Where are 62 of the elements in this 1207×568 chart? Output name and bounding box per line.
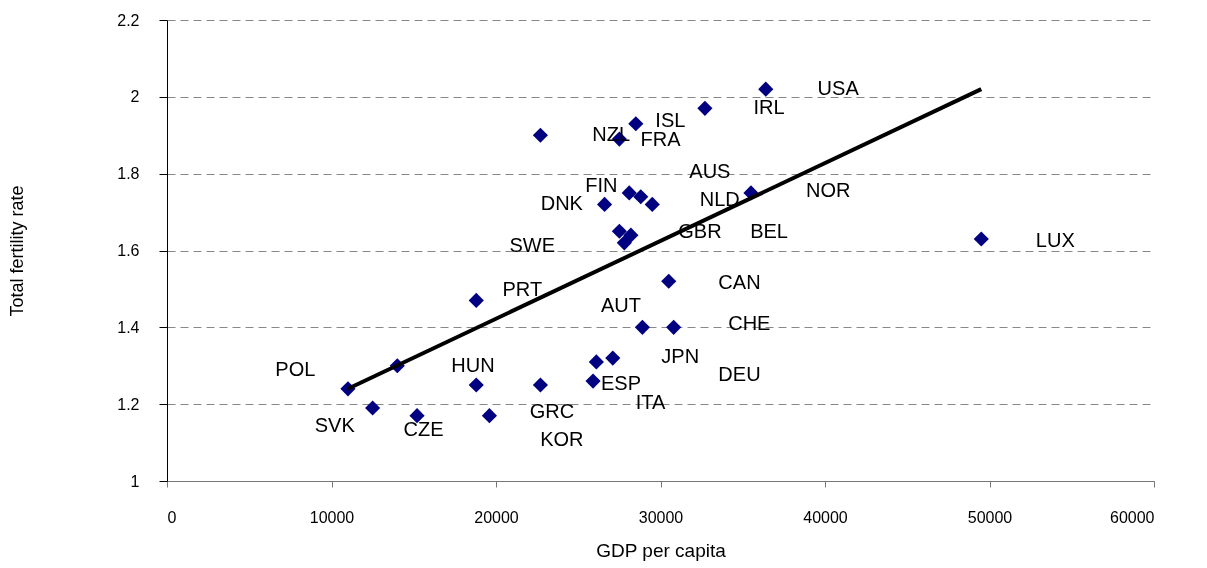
annotation: HUN xyxy=(451,353,495,376)
y-tick-label: 1.6 xyxy=(117,242,140,259)
annotation: NZL xyxy=(592,123,631,146)
y-tick-label: 1.4 xyxy=(117,318,140,336)
point xyxy=(481,408,497,424)
annotation: GRC xyxy=(529,399,575,422)
y-tick-label: 1.2 xyxy=(117,395,140,413)
x-tick-label: 50000 xyxy=(967,508,1013,526)
point xyxy=(616,235,632,251)
point xyxy=(605,350,621,366)
point xyxy=(621,185,637,201)
annotation: USA xyxy=(817,77,860,100)
annotation: NLD xyxy=(699,187,740,210)
annotation: CZE xyxy=(403,418,444,441)
annotation: SVK xyxy=(314,413,356,436)
point xyxy=(532,377,548,393)
point xyxy=(758,81,774,97)
x-tick-label: 30000 xyxy=(638,508,684,526)
point xyxy=(973,231,989,247)
y-tick-label: 1.8 xyxy=(117,165,140,183)
x-tick-label: 40000 xyxy=(803,508,848,526)
point xyxy=(633,189,649,205)
point xyxy=(532,127,548,143)
annotation: KOR xyxy=(540,427,584,450)
annotation: AUT xyxy=(601,293,642,316)
x-tick-label: 0 xyxy=(167,508,177,526)
point xyxy=(623,227,639,243)
x-tick-label: 20000 xyxy=(474,508,519,526)
annotation: CAN xyxy=(718,270,761,293)
point xyxy=(628,116,644,132)
point xyxy=(596,196,613,212)
point xyxy=(585,373,601,389)
point xyxy=(611,223,627,239)
point xyxy=(365,400,381,416)
y-axis-title: Total fertility rate xyxy=(7,185,28,317)
annotation: LUX xyxy=(1035,229,1075,252)
point xyxy=(666,319,682,335)
annotation: CHE xyxy=(728,312,771,335)
x-axis-title: GDP per capita xyxy=(596,539,727,561)
annotation: PRT xyxy=(502,277,543,300)
annotation: NOR xyxy=(806,178,851,201)
x-tick-label: 10000 xyxy=(309,508,355,526)
point xyxy=(697,100,713,116)
annotation: BEL xyxy=(750,220,788,243)
point xyxy=(634,319,650,335)
annotation: IRL xyxy=(753,95,785,118)
annotation: POL xyxy=(275,358,316,381)
annotation: DEU xyxy=(718,362,761,385)
point xyxy=(661,273,677,289)
y-tick-label: 2.2 xyxy=(117,11,140,29)
point xyxy=(588,354,604,370)
point xyxy=(468,377,484,393)
point xyxy=(468,292,484,309)
annotation: FIN xyxy=(585,173,618,196)
annotation: JPN xyxy=(661,344,700,367)
annotation: AUS xyxy=(689,160,731,183)
x-tick-label: 60000 xyxy=(1110,508,1155,526)
y-tick-label: 2 xyxy=(130,88,140,106)
annotation: DNK xyxy=(540,192,584,215)
annotation: SWE xyxy=(509,233,555,256)
point xyxy=(644,196,660,212)
y-tick-label: 1 xyxy=(130,472,140,490)
